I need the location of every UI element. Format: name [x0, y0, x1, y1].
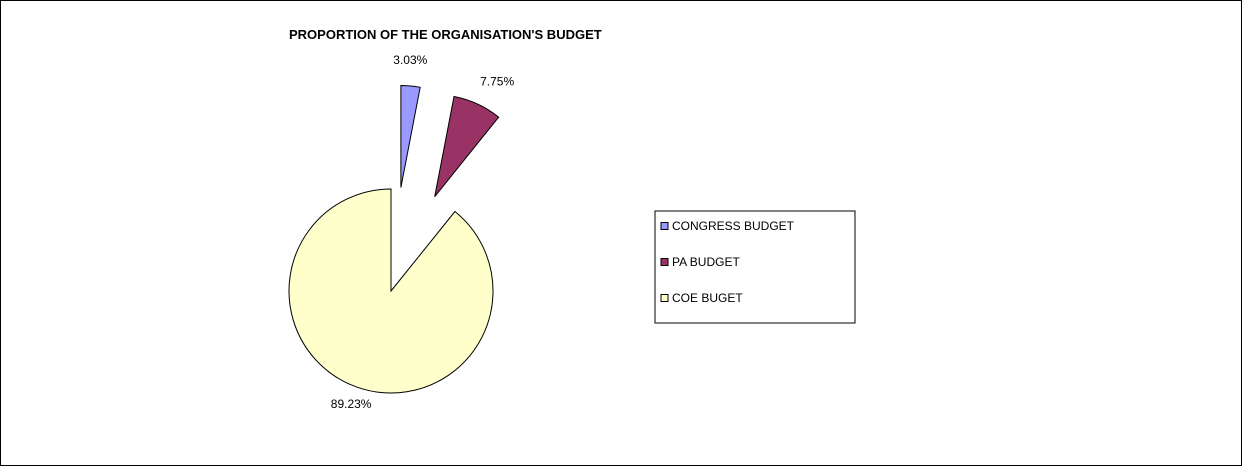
- legend: CONGRESS BUDGET PA BUDGET COE BUGET: [654, 210, 856, 324]
- pie-slice-pa-budget: [434, 95, 500, 197]
- chart-title: PROPORTION OF THE ORGANISATION'S BUDGET: [289, 27, 602, 42]
- pie-group: [288, 84, 500, 394]
- data-label-coe-buget: 89.23%: [331, 397, 372, 411]
- data-labels: 3.03% 7.75% 89.23%: [331, 53, 515, 411]
- legend-swatch-congress-budget: [660, 222, 669, 230]
- legend-label-pa-budget: PA BUDGET: [672, 255, 740, 269]
- legend-label-congress-budget: CONGRESS BUDGET: [672, 219, 795, 233]
- legend-box: [654, 210, 856, 324]
- legend-label-coe-buget: COE BUGET: [672, 291, 743, 305]
- data-label-pa-budget: 7.75%: [480, 75, 514, 89]
- legend-swatch-coe-buget: [660, 294, 669, 302]
- pie-slice-coe-buget: [288, 188, 494, 394]
- legend-swatch-pa-budget: [660, 258, 669, 266]
- data-label-congress-budget: 3.03%: [393, 53, 427, 67]
- pie-slice-congress-budget: [400, 84, 421, 188]
